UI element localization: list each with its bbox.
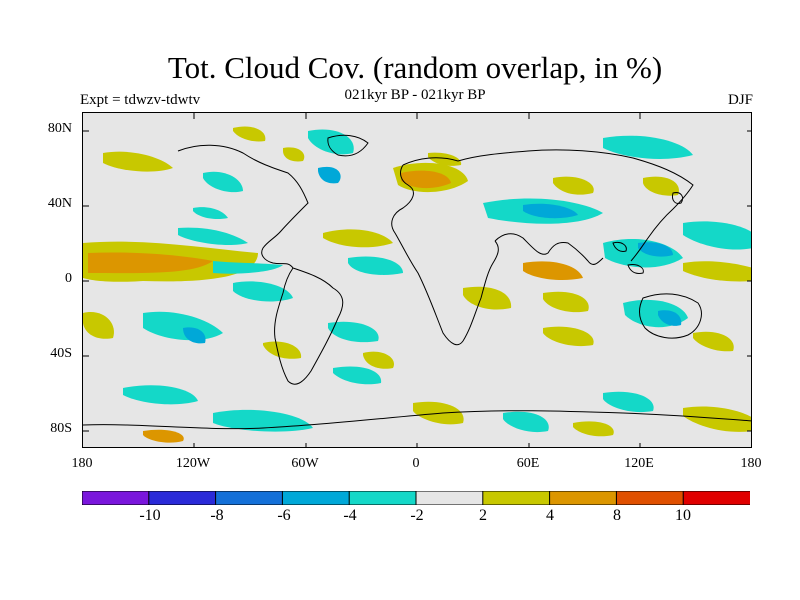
lon-label-60w: 60W — [291, 456, 319, 471]
colorbar-swatch-8 — [615, 491, 685, 505]
colorbar-swatch-9 — [682, 491, 750, 505]
colorbar-swatch-3 — [281, 491, 351, 505]
colorbar-swatch-6 — [482, 491, 551, 505]
colorbar-swatch-7 — [549, 491, 618, 505]
colorbar-swatch-2 — [215, 491, 284, 505]
anomaly-fields — [83, 126, 751, 443]
colorbar-label-minus2: -2 — [410, 507, 424, 524]
experiment-label: Expt = tdwzv-tdwtv — [80, 92, 201, 108]
lon-label-60e: 60E — [516, 456, 540, 471]
colorbar-label-minus8: -8 — [210, 507, 224, 524]
lon-label-180e: 180 — [740, 456, 762, 471]
colorbar-label-10: 10 — [675, 507, 691, 524]
map-panel — [82, 112, 752, 448]
map-canvas — [83, 113, 751, 447]
lon-label-180w: 180 — [71, 456, 93, 471]
map-ticks — [83, 113, 751, 447]
colorbar-label-minus4: -4 — [343, 507, 357, 524]
colorbar-swatch-0 — [82, 491, 150, 505]
colorbar-swatch-5 — [415, 491, 484, 505]
season-label: DJF — [727, 92, 753, 108]
lon-label-0: 0 — [412, 456, 420, 471]
colorbar — [82, 491, 750, 505]
colorbar-label-minus6: -6 — [277, 507, 291, 524]
map-title: Tot. Cloud Cov. (random overlap, in %) — [167, 50, 663, 85]
colorbar-label-minus10: -10 — [139, 507, 161, 524]
colorbar-swatches — [82, 491, 750, 505]
map-subtitle: 021kyr BP - 021kyr BP — [344, 87, 486, 103]
colorbar-label-4: 4 — [546, 507, 554, 524]
lat-label-40n: 40N — [47, 196, 72, 211]
colorbar-label-8: 8 — [613, 507, 621, 524]
lat-label-80s: 80S — [50, 421, 72, 436]
lat-label-80n: 80N — [47, 121, 72, 136]
coastlines — [83, 134, 751, 430]
lat-label-0: 0 — [65, 271, 72, 286]
colorbar-swatch-1 — [148, 491, 217, 505]
lon-label-120e: 120E — [624, 456, 654, 471]
colorbar-label-2: 2 — [479, 507, 487, 524]
colorbar-swatch-4 — [348, 491, 418, 505]
lat-label-40s: 40S — [50, 346, 72, 361]
lon-label-120w: 120W — [175, 456, 211, 471]
